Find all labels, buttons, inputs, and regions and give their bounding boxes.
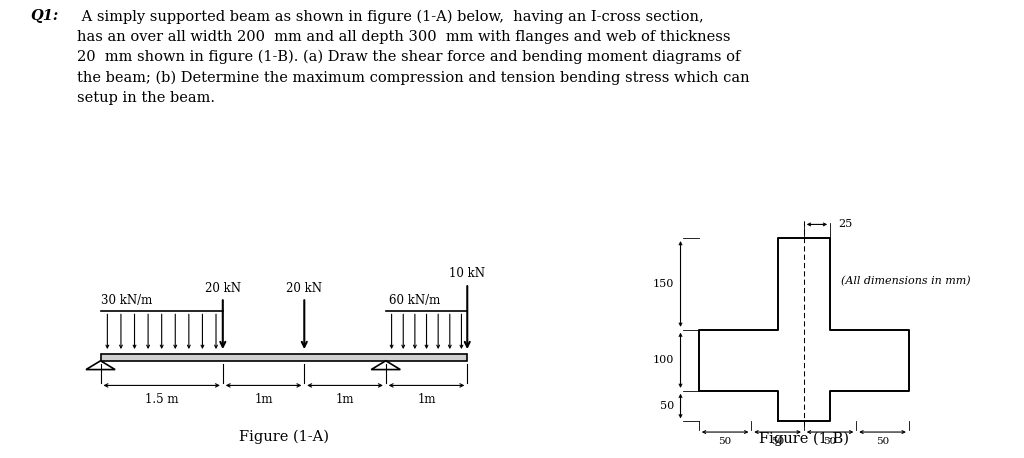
Text: 50: 50 [823,436,837,446]
Text: 1m: 1m [417,393,436,406]
Bar [100,354,467,361]
Text: Q1:: Q1: [31,9,59,23]
Text: 1m: 1m [336,393,354,406]
Text: 10 kN: 10 kN [450,267,485,280]
Text: 30 kN/m: 30 kN/m [100,294,152,307]
Text: 50: 50 [771,436,784,446]
Text: 50: 50 [876,436,889,446]
Text: 1m: 1m [254,393,272,406]
Text: 50: 50 [659,401,674,411]
Text: 25: 25 [838,219,852,229]
Text: (All dimensions in mm): (All dimensions in mm) [841,276,970,286]
Text: 100: 100 [653,355,674,365]
Text: Figure (1-A): Figure (1-A) [239,429,329,443]
Text: Figure (1-B): Figure (1-B) [759,431,849,446]
Text: 1.5 m: 1.5 m [145,393,178,406]
Text: 60 kN/m: 60 kN/m [389,294,440,307]
Text: 20 kN: 20 kN [205,282,241,294]
Text: 50: 50 [719,436,732,446]
Text: 20 kN: 20 kN [287,282,323,294]
Text: A simply supported beam as shown in figure (1-A) below,  having an I-cross secti: A simply supported beam as shown in figu… [77,9,750,105]
Polygon shape [372,361,400,370]
Polygon shape [86,361,115,370]
Text: 150: 150 [653,279,674,289]
